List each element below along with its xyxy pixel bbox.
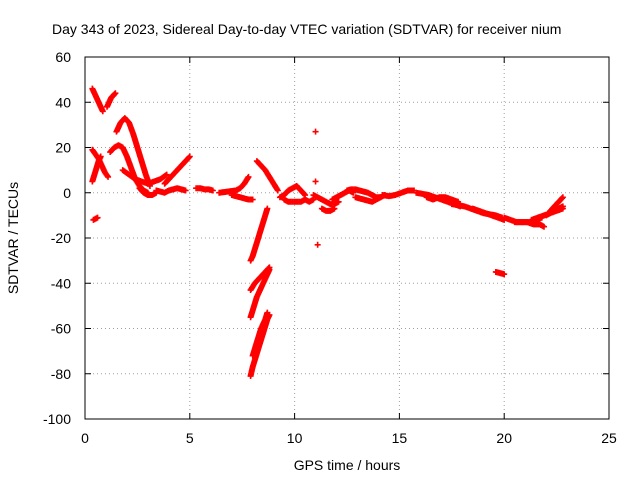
y-tick-label: 40 bbox=[55, 94, 71, 110]
data-point bbox=[541, 223, 548, 230]
y-tick-label: -40 bbox=[51, 275, 71, 291]
series-arc-13 bbox=[216, 173, 252, 196]
x-tick-label: 10 bbox=[287, 430, 303, 446]
data-point bbox=[559, 195, 566, 202]
data-point bbox=[559, 194, 566, 201]
data-point bbox=[312, 178, 319, 185]
data-point bbox=[314, 241, 321, 248]
data-point bbox=[335, 198, 342, 205]
series-arc-20 bbox=[253, 158, 281, 194]
data-point bbox=[266, 266, 273, 273]
series-arc-5 bbox=[90, 214, 101, 223]
grid-lines bbox=[85, 57, 609, 419]
x-tick-label: 0 bbox=[81, 430, 89, 446]
data-point bbox=[209, 187, 216, 194]
x-tick-label: 15 bbox=[392, 430, 408, 446]
data-point bbox=[264, 309, 271, 316]
y-tick-label: -60 bbox=[51, 321, 71, 337]
data-point bbox=[559, 203, 566, 210]
x-tick-label: 5 bbox=[186, 430, 194, 446]
series-arc-23 bbox=[312, 128, 319, 185]
series-arc-25 bbox=[310, 192, 342, 208]
series-arc-29 bbox=[352, 192, 388, 205]
data-point bbox=[264, 205, 271, 212]
series-arc-21 bbox=[276, 182, 309, 201]
series-arc-12 bbox=[193, 185, 216, 194]
series-arc-7 bbox=[113, 115, 153, 189]
data-point bbox=[501, 271, 508, 278]
y-tick-label: 0 bbox=[63, 185, 71, 201]
series-arc-17 bbox=[247, 266, 273, 321]
axis-ticks: 0 5 10 15 20 25 -100 -80 -60 -40 -20 0 20 40 60 bbox=[43, 49, 617, 446]
series-arc-40 bbox=[547, 194, 566, 214]
series-arc-11 bbox=[153, 185, 189, 196]
series-arc-37 bbox=[511, 219, 548, 230]
y-tick-label: 20 bbox=[55, 140, 71, 156]
series-arc-10 bbox=[161, 153, 193, 187]
data-point bbox=[182, 187, 189, 194]
data-point bbox=[185, 154, 192, 161]
data-point bbox=[99, 108, 106, 115]
data-point bbox=[249, 196, 256, 203]
data-point bbox=[245, 173, 252, 180]
series-arc-15 bbox=[247, 205, 271, 264]
y-tick-label: -100 bbox=[43, 411, 71, 427]
series-arc-22 bbox=[281, 196, 317, 205]
y-tick-label: -80 bbox=[51, 366, 71, 382]
data-point bbox=[274, 187, 281, 194]
data-point bbox=[331, 205, 338, 212]
series-arc-26 bbox=[318, 205, 338, 214]
series-arc-4 bbox=[89, 146, 112, 180]
data-point bbox=[312, 128, 319, 135]
data-point bbox=[105, 173, 112, 180]
data-point bbox=[94, 214, 101, 221]
y-axis-label: SDTVAR / TECUs bbox=[5, 182, 21, 294]
data-point bbox=[301, 191, 308, 198]
data-points bbox=[89, 85, 566, 380]
series-arc-19 bbox=[249, 309, 271, 359]
data-point bbox=[112, 90, 119, 97]
data-point bbox=[163, 171, 170, 178]
series-arc-35 bbox=[492, 268, 508, 278]
x-tick-label: 20 bbox=[496, 430, 512, 446]
x-axis-label: GPS time / hours bbox=[294, 457, 401, 473]
chart-title: Day 343 of 2023, Sidereal Day-to-day VTE… bbox=[52, 21, 561, 37]
y-tick-label: -20 bbox=[51, 230, 71, 246]
data-point bbox=[186, 153, 193, 160]
series-arc-24 bbox=[314, 241, 321, 248]
series-arc-30 bbox=[379, 187, 418, 200]
series-arc-1 bbox=[89, 85, 106, 115]
series-arc-2 bbox=[104, 90, 119, 110]
x-tick-label: 25 bbox=[601, 430, 617, 446]
series-arc-14 bbox=[228, 192, 256, 203]
series-arc-8 bbox=[119, 167, 170, 187]
y-tick-label: 60 bbox=[55, 49, 71, 65]
